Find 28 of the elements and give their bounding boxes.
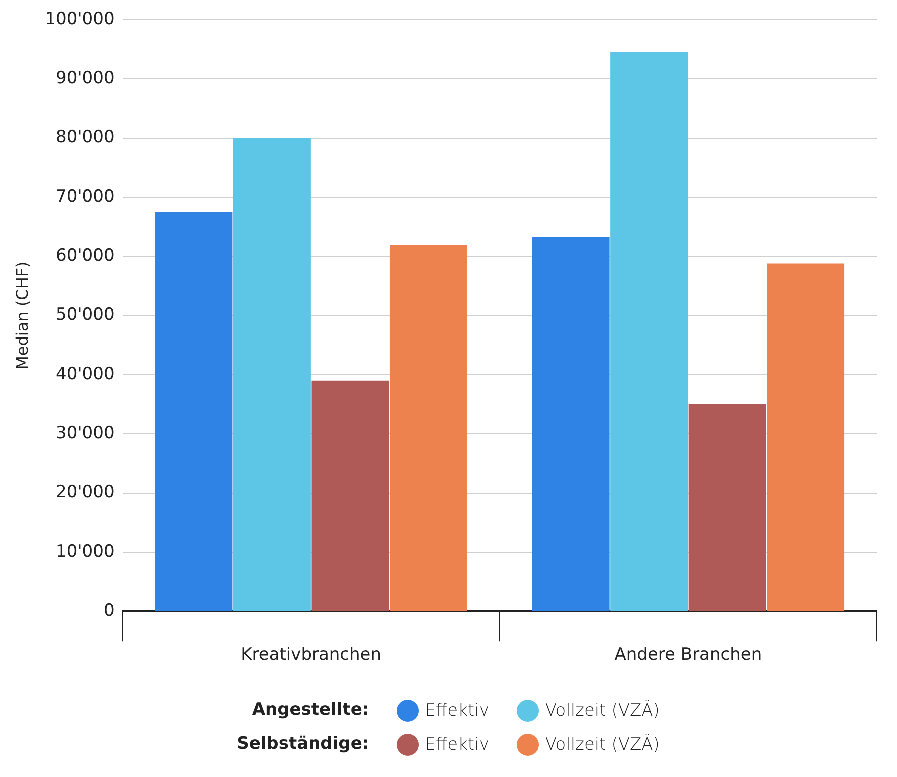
- y-axis-title: Median (CHF): [12, 262, 32, 370]
- bar: [767, 264, 845, 612]
- legend-label: Vollzeit (VZÄ): [545, 701, 660, 721]
- y-tick-label: 90'000: [56, 68, 115, 89]
- y-tick-label: 100'000: [45, 9, 115, 30]
- y-tick-label: 20'000: [56, 482, 115, 503]
- bar: [532, 237, 610, 612]
- bar: [233, 138, 311, 612]
- y-tick-label: 80'000: [56, 128, 115, 148]
- bar: [390, 245, 468, 612]
- bar: [155, 212, 233, 612]
- x-tick-label: Andere Branchen: [614, 645, 762, 666]
- bar: [610, 52, 688, 612]
- text: Selbständige:: [237, 734, 370, 756]
- y-tick-label: 40'000: [56, 364, 115, 384]
- y-tick-label: 50'000: [56, 305, 115, 326]
- y-tick-label: 10'000: [56, 542, 115, 562]
- legend-label: Effektiv: [425, 735, 490, 755]
- y-tick-label: 0: [104, 601, 115, 622]
- y-tick-label: 30'000: [56, 424, 115, 444]
- legend-label: Vollzeit (VZÄ): [545, 735, 660, 755]
- y-tick-label: 60'000: [56, 246, 115, 266]
- text: Angestellte:: [251, 700, 370, 722]
- y-tick-label: 70'000: [56, 186, 115, 207]
- x-tick-label: Kreativbranchen: [241, 645, 382, 666]
- bar: [312, 380, 390, 612]
- bar: [688, 404, 766, 612]
- legend-label: Effektiv: [425, 701, 490, 721]
